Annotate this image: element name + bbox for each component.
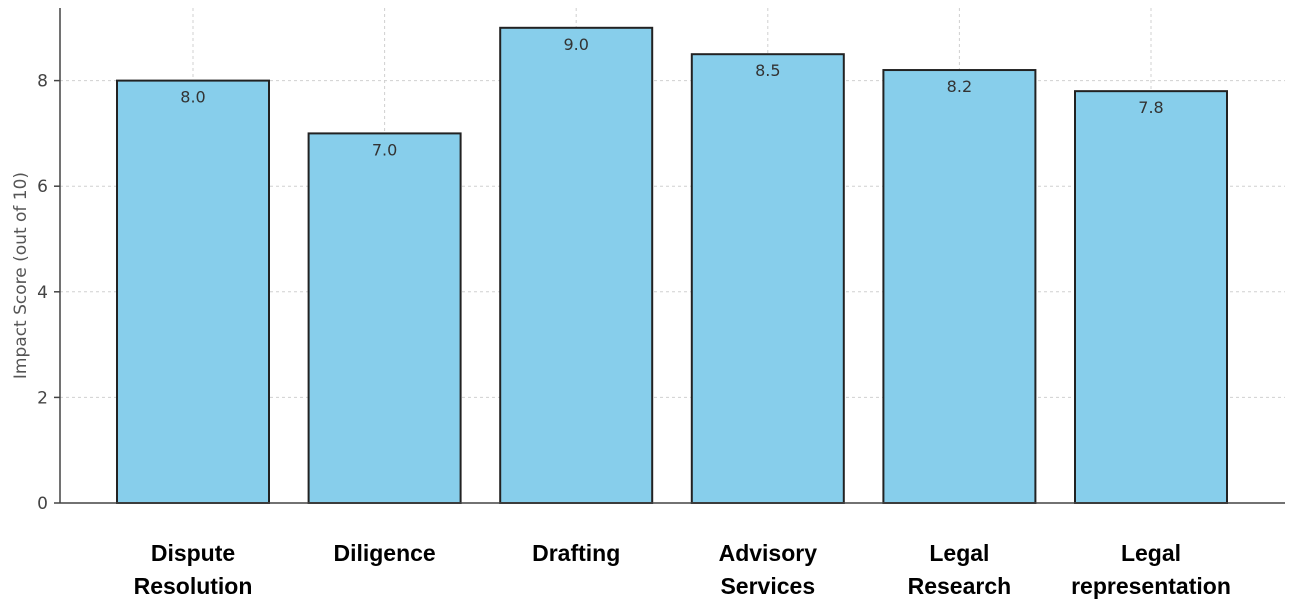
value-label-4: 8.2 — [947, 77, 972, 96]
bar-3 — [690, 53, 845, 504]
x-tick-label-4: Legal Research — [908, 540, 1012, 599]
bar-4 — [882, 69, 1037, 504]
value-label-0: 8.0 — [180, 88, 205, 107]
x-tick-label-0: Dispute Resolution — [134, 540, 253, 599]
y-tick-label-3: 6 — [37, 177, 48, 197]
bar-5 — [1074, 90, 1228, 504]
x-tick-label-3: Advisory Services — [719, 540, 818, 599]
y-tick-label-0: 0 — [37, 494, 48, 514]
bars — [116, 26, 1228, 505]
bar-1 — [307, 132, 462, 504]
y-axis-label: Impact Score (out of 10) — [11, 172, 31, 379]
x-tick-label-1: Diligence — [333, 540, 435, 566]
y-tick-label-4: 8 — [37, 72, 48, 92]
axes — [54, 8, 1285, 504]
bar-0 — [116, 79, 270, 504]
y-tick-label-2: 4 — [37, 283, 48, 303]
labels: 8.0 7.0 9.0 8.5 8.2 7.8 0 2 4 6 8 Dispute Resolution… — [37, 35, 1231, 599]
y-tick-label-1: 2 — [37, 388, 48, 408]
x-tick-label-5: Legal representation — [1071, 540, 1231, 599]
value-label-1: 7.0 — [372, 140, 397, 159]
bar-2 — [499, 26, 654, 505]
value-label-3: 8.5 — [755, 61, 780, 80]
x-tick-label-2: Drafting — [532, 540, 620, 566]
value-label-2: 9.0 — [563, 35, 588, 54]
value-label-5: 7.8 — [1138, 98, 1163, 117]
